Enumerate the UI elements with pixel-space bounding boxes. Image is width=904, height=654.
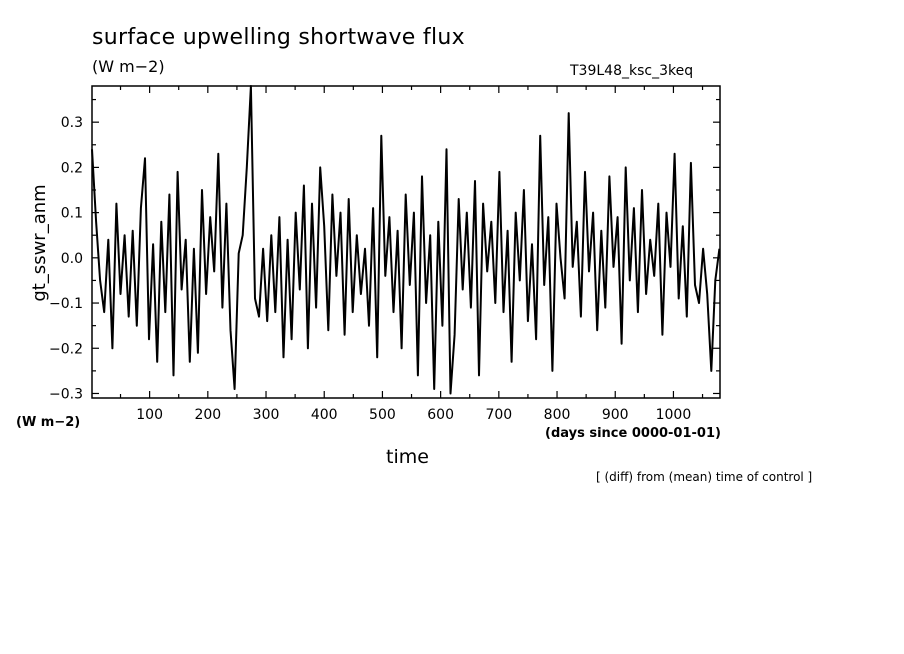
y-tick-label: −0.2 [49,341,83,357]
x-tick-label: 100 [136,407,163,423]
x-tick-label: 500 [369,407,396,423]
chart-title: surface upwelling shortwave flux [92,25,465,50]
x-tick-label: 200 [194,407,221,423]
x-tick-label: 700 [485,407,512,423]
chart-units: (W m−2) [92,57,165,76]
y-axis-units: (W m−2) [16,415,81,430]
tick-labels: 100 200 300 400 500 600 700 800 900 1000 −0.3 −0.2 −… [49,115,691,423]
x-tick-label: 400 [311,407,338,423]
footnote: [ (diff) from (mean) time of control ] [596,470,813,484]
x-axis-label: time [386,446,429,468]
x-tick-label: 300 [253,407,280,423]
run-id-label: T39L48_ksc_3keq [570,63,694,79]
y-axis-label: gt_sswr_anm [29,184,50,302]
y-tick-label: −0.1 [49,296,83,312]
series-line [91,85,721,395]
x-tick-label: 600 [427,407,454,423]
y-tick-label: 0.2 [61,160,83,176]
y-tick-label: −0.3 [49,386,83,402]
x-tick-label: 900 [602,407,629,423]
y-tick-label: 0.3 [61,115,83,131]
x-tick-label: 1000 [656,407,692,423]
x-axis-units: (days since 0000-01-01) [545,426,721,441]
y-tick-label: 0.0 [61,251,83,267]
y-tick-label: 0.1 [61,206,83,222]
x-tick-label: 800 [544,407,571,423]
plot-frame [91,85,721,399]
